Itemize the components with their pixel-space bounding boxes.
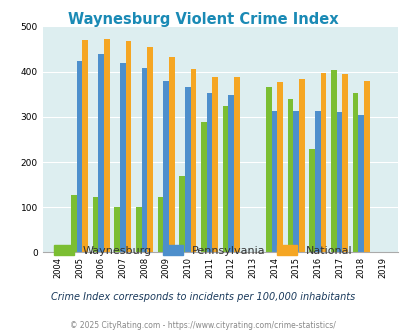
Bar [141, 68, 147, 252]
Bar [341, 74, 347, 252]
Bar [206, 93, 212, 252]
Bar [277, 82, 282, 252]
Bar [292, 111, 298, 252]
Bar [179, 176, 185, 252]
Bar [119, 63, 125, 252]
Bar [352, 93, 357, 252]
Bar [363, 81, 369, 252]
Bar [320, 73, 325, 252]
Bar [185, 86, 190, 252]
Bar [233, 78, 239, 252]
Bar [330, 70, 336, 252]
Bar [190, 69, 196, 252]
Bar [104, 39, 109, 252]
Bar [222, 106, 228, 252]
Bar [336, 112, 341, 252]
Bar [157, 197, 163, 252]
Text: © 2025 CityRating.com - https://www.cityrating.com/crime-statistics/: © 2025 CityRating.com - https://www.city… [70, 321, 335, 330]
Bar [71, 195, 77, 252]
Bar [212, 78, 217, 252]
Legend: Waynesburg, Pennsylvania, National: Waynesburg, Pennsylvania, National [49, 241, 356, 260]
Bar [114, 207, 119, 252]
Bar [98, 53, 104, 252]
Bar [314, 111, 320, 252]
Bar [265, 86, 271, 252]
Text: Crime Index corresponds to incidents per 100,000 inhabitants: Crime Index corresponds to incidents per… [51, 292, 354, 302]
Bar [298, 79, 304, 252]
Bar [271, 111, 277, 252]
Bar [136, 207, 141, 252]
Bar [92, 197, 98, 252]
Bar [82, 40, 88, 252]
Bar [77, 61, 82, 252]
Bar [309, 149, 314, 252]
Bar [125, 41, 131, 252]
Bar [200, 122, 206, 252]
Text: Waynesburg Violent Crime Index: Waynesburg Violent Crime Index [68, 12, 337, 26]
Bar [168, 57, 174, 252]
Bar [163, 81, 168, 252]
Bar [228, 95, 233, 252]
Bar [287, 99, 292, 252]
Bar [147, 47, 153, 252]
Bar [357, 115, 363, 252]
